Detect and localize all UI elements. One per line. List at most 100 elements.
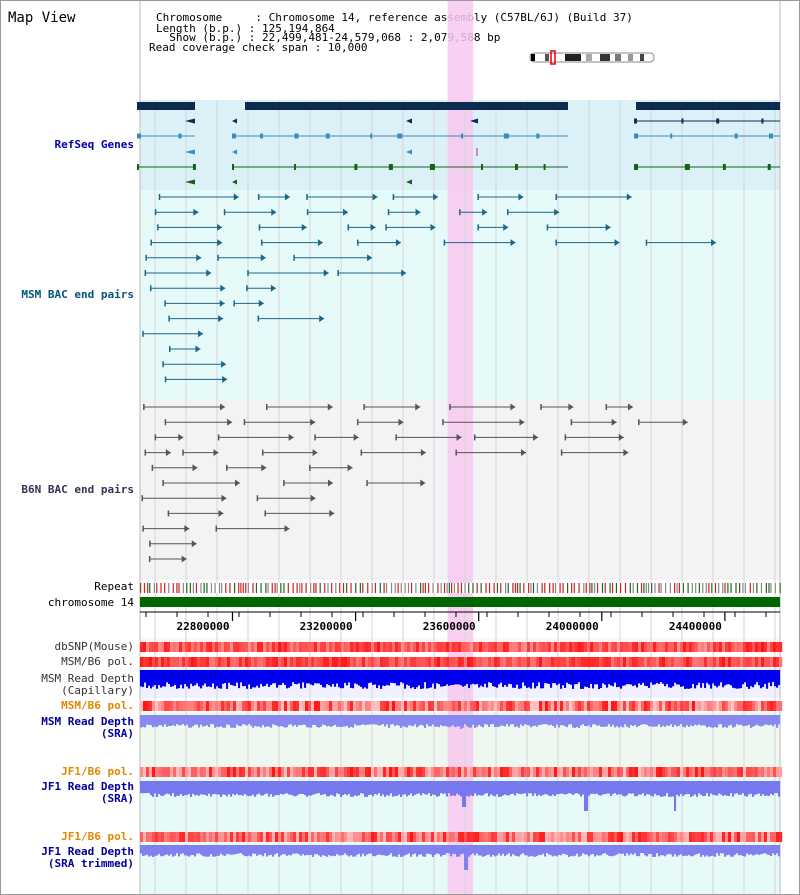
- msm-capillary-depth: [378, 670, 381, 686]
- msm-pol-cell: [740, 657, 744, 667]
- repeat-element: [143, 583, 146, 593]
- msm-pol-cell: [245, 657, 249, 667]
- jf1-pol2-cell: [767, 832, 771, 842]
- jf1-trim-depth: [398, 845, 401, 855]
- msm-pol2-cell: [386, 701, 390, 711]
- jf1-sra-depth: [314, 781, 317, 795]
- msm-pol-cell: [578, 657, 582, 667]
- jf1-trim-depth: [298, 845, 301, 855]
- repeat-element: [327, 583, 329, 593]
- jf1-trim-depth: [362, 845, 365, 854]
- jf1-sra-depth: [344, 781, 347, 795]
- jf1-trim-depth: [652, 845, 655, 857]
- msm-sra-depth: [602, 715, 605, 727]
- map-view-title: Map View: [8, 10, 76, 26]
- dbsnp-cell: [596, 642, 600, 652]
- jf1-pol-cell: [554, 767, 558, 777]
- msm-capillary-depth: [310, 670, 313, 685]
- jf1-sra-depth: [662, 781, 665, 797]
- jf1-pol2-cell: [731, 832, 735, 842]
- repeat-element: [313, 583, 315, 593]
- msm-capillary-depth: [406, 670, 409, 685]
- msm-sra-depth: [378, 715, 381, 726]
- jf1-sra-depth: [220, 781, 223, 797]
- msm-capillary-depth: [456, 670, 459, 685]
- jf1-trim-depth: [616, 845, 619, 855]
- jf1-sra-depth: [488, 781, 491, 797]
- jf1-pol-cell: [140, 767, 144, 777]
- msm-pol-cell: [656, 657, 660, 667]
- jf1-pol2-cell: [509, 832, 513, 842]
- jf1-trim-depth: [388, 845, 391, 855]
- msm-pol-cell: [395, 657, 399, 667]
- jf1-trim-depth: [316, 845, 319, 855]
- msm-capillary-depth: [438, 670, 441, 685]
- msm-pol-cell: [326, 657, 330, 667]
- msm-pol-cell: [764, 657, 768, 667]
- jf1-sra-depth: [334, 781, 337, 797]
- msm-sra-depth: [402, 715, 405, 727]
- jf1-trim-depth: [612, 845, 615, 857]
- msm-sra-depth: [260, 715, 263, 728]
- jf1-sra-depth: [336, 781, 339, 794]
- repeat-element: [532, 583, 535, 593]
- jf1-trim-depth: [416, 845, 419, 857]
- jf1-sra-depth: [728, 781, 731, 797]
- msm-pol-cell: [191, 657, 195, 667]
- jf1-trim-depth: [714, 845, 717, 857]
- msm-capillary-depth: [238, 670, 241, 689]
- b6n-bac-pair-arrow: [533, 433, 539, 441]
- msm-capillary-depth: [424, 670, 427, 683]
- jf1-trim-depth: [770, 845, 773, 857]
- msm-sra-depth: [744, 715, 747, 726]
- jf1-sra-depth: [562, 781, 565, 794]
- dbsnp-cell: [332, 642, 336, 652]
- jf1-sra-depth: [742, 781, 745, 794]
- jf1-pol2-cell: [542, 832, 546, 842]
- jf1-trim-depth: [604, 845, 607, 854]
- msm-sra-depth: [540, 715, 543, 725]
- msm-sra-depth: [636, 715, 639, 728]
- jf1-trim-depth: [332, 845, 335, 856]
- msm-pol-cell: [233, 657, 237, 667]
- repeat-element: [687, 583, 689, 593]
- gene-exon: [684, 164, 690, 170]
- jf1-sra-depth: [158, 781, 161, 795]
- msm-sra-depth: [664, 715, 667, 727]
- repeat-element: [724, 583, 726, 593]
- msm-pol2-cell: [335, 701, 339, 711]
- jf1-pol-cell: [638, 767, 642, 777]
- jf1-pol-cell: [668, 767, 672, 777]
- repeat-element: [457, 583, 459, 593]
- msm-capillary-depth: [392, 670, 395, 683]
- dbsnp-cell: [206, 642, 210, 652]
- msm-capillary-depth: [144, 670, 147, 683]
- gene-exon: [192, 164, 196, 170]
- dbsnp-cell: [746, 642, 750, 652]
- jf1-pol2-cell: [194, 832, 198, 842]
- jf1-trim-depth: [674, 845, 677, 855]
- msm-pol-cell: [224, 657, 228, 667]
- jf1-pol-cell: [344, 767, 348, 777]
- gene-strand-arrow: [470, 118, 478, 124]
- msm-sra-depth: [146, 715, 149, 725]
- jf1-sra-depth: [708, 781, 711, 797]
- msm-pol-cell: [302, 657, 306, 667]
- msm-sra-depth: [144, 715, 147, 728]
- jf1-pol2-cell: [515, 832, 519, 842]
- dbsnp-cell: [698, 642, 702, 652]
- jf1-sra-depth: [530, 781, 533, 794]
- msm-capillary-depth: [290, 670, 293, 687]
- msm-sra-depth: [234, 715, 237, 728]
- jf1-trim-depth: [204, 845, 207, 857]
- jf1-sra-depth: [210, 781, 213, 797]
- jf1-sra-depth: [516, 781, 519, 794]
- dbsnp-cell: [140, 642, 144, 652]
- jf1-trim-depth: [680, 845, 683, 855]
- msm-pol-cell: [641, 657, 645, 667]
- msm-pol-cell: [317, 657, 321, 667]
- b6n-bac-pair-arrow: [184, 525, 190, 533]
- msm-pol2-cell: [293, 701, 297, 711]
- msm-pol-cell: [665, 657, 669, 667]
